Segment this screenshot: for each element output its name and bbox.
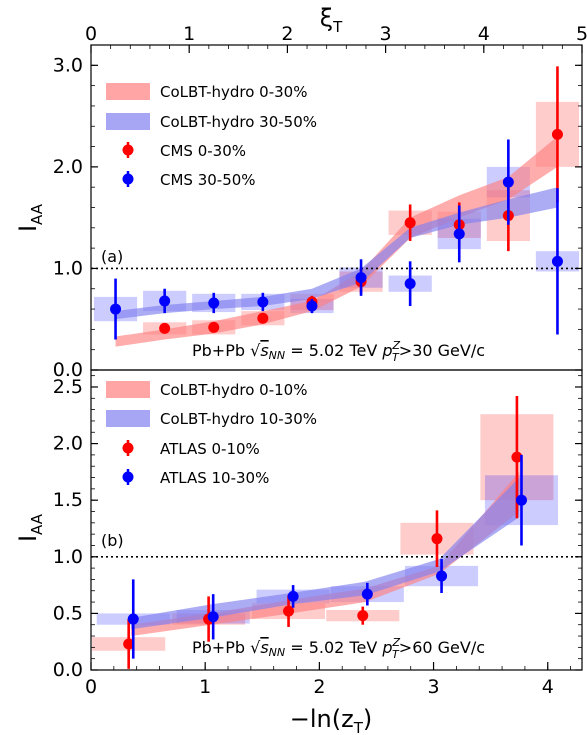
data-point (453, 228, 465, 240)
y-tick-label: 0.5 (53, 602, 83, 624)
legend-marker-cms-0-30 (122, 144, 134, 156)
legend-marker-cms-30-50 (122, 173, 134, 185)
data-point (159, 322, 171, 334)
legend-label-colbt-30-50: CoLBT-hydro 30-50% (160, 113, 317, 131)
data-point (257, 312, 269, 324)
legend-marker-atlas-0-10 (122, 442, 134, 454)
panel-b-annotation: Pb+Pb √sNN = 5.02 TeV pZ T>60 GeV/c (192, 636, 485, 661)
x-axis-title: −ln(zT) (290, 705, 373, 735)
y-tick-label: 2.0 (53, 156, 83, 178)
data-point (207, 611, 219, 623)
data-point (551, 255, 563, 267)
panel-b-y-ticks: 0.0 0.5 1.0 1.5 2.0 2.5 (53, 375, 582, 681)
legend-swatch-colbt-0-30 (106, 83, 150, 100)
legend-label-cms-0-30: CMS 0-30% (160, 142, 246, 160)
data-point (502, 176, 514, 188)
data-point (127, 613, 139, 625)
panel-a-y-ticks: 0.0 1.0 2.0 3.0 (53, 44, 582, 381)
panel-a-bands (93, 101, 580, 347)
panel-a-top-x-ticks: 0 1 2 3 4 5 (85, 23, 587, 53)
legend-swatch-colbt-10-30 (106, 410, 150, 427)
x-tick-label: 4 (542, 676, 554, 698)
data-point (404, 278, 416, 290)
legend-label-cms-30-50: CMS 30-50% (160, 171, 256, 189)
y-tick-label: 2.0 (53, 433, 83, 455)
legend-label-atlas-0-10: ATLAS 0-10% (160, 440, 260, 458)
top-x-tick-label: 2 (281, 23, 293, 45)
data-point (551, 128, 563, 140)
legend-marker-atlas-10-30 (122, 471, 134, 483)
data-point (361, 588, 373, 600)
x-tick-label: 2 (313, 676, 325, 698)
y-tick-label: 0.0 (53, 359, 83, 381)
x-tick-label: 3 (428, 676, 440, 698)
y-tick-label: 1.0 (53, 257, 83, 279)
top-x-tick-label: 5 (576, 23, 587, 45)
data-point (511, 451, 523, 463)
panel-b-legend: CoLBT-hydro 0-10% CoLBT-hydro 10-30% ATL… (106, 381, 317, 487)
data-point (123, 638, 135, 650)
top-x-axis-title: ξT (320, 4, 343, 36)
legend-swatch-colbt-30-50 (106, 113, 150, 130)
panel-a-label: (a) (101, 247, 123, 266)
data-point (110, 303, 122, 315)
data-point (431, 533, 443, 545)
data-point (283, 605, 295, 617)
theory-band (115, 187, 558, 320)
data-point (287, 590, 299, 602)
data-point (357, 610, 369, 622)
data-point (355, 272, 367, 284)
legend-label-colbt-0-30: CoLBT-hydro 0-30% (160, 83, 307, 101)
legend-swatch-colbt-0-10 (106, 381, 150, 398)
legend-label-colbt-10-30: CoLBT-hydro 10-30% (160, 410, 317, 428)
data-point (515, 494, 527, 506)
data-point (404, 217, 416, 229)
legend-label-atlas-10-30: ATLAS 10-30% (160, 469, 269, 487)
panel-a: 0.0 1.0 2.0 3.0 0 1 2 3 4 5 (a) Pb+Pb √sNN = 5.0… (53, 23, 587, 381)
panel-b-frame (90, 369, 583, 671)
data-point (436, 570, 448, 582)
panel-a-points (110, 66, 563, 340)
x-tick-label: 0 (85, 676, 97, 698)
top-x-tick-label: 4 (478, 23, 490, 45)
y-tick-label: 1.5 (53, 489, 83, 511)
top-x-tick-label: 3 (380, 23, 392, 45)
data-point (306, 300, 318, 312)
panel-b-points (123, 396, 527, 669)
data-point (159, 295, 171, 307)
legend-label-colbt-0-10: CoLBT-hydro 0-10% (160, 381, 307, 399)
panel-a-y-axis-title: IAA (14, 203, 46, 232)
panel-b: 0.0 0.5 1.0 1.5 2.0 2.5 0 1 2 3 4 (b) Pb+Pb √sNN … (53, 369, 583, 698)
x-tick-label: 1 (199, 676, 211, 698)
panel-a-annotation: Pb+Pb √sNN = 5.02 TeV pZ T>30 GeV/c (192, 339, 485, 364)
data-point (208, 297, 220, 309)
y-tick-label: 1.0 (53, 546, 83, 568)
top-x-tick-label: 0 (85, 23, 97, 45)
panel-b-y-axis-title: IAA (14, 513, 46, 542)
data-point (208, 321, 220, 333)
y-tick-label: 3.0 (53, 54, 83, 76)
panel-a-legend: CoLBT-hydro 0-30% CoLBT-hydro 30-50% CMS… (106, 83, 317, 189)
data-point (257, 296, 269, 308)
y-tick-label: 2.5 (53, 376, 83, 398)
panel-b-label: (b) (101, 531, 124, 550)
y-tick-label: 0.0 (53, 659, 83, 681)
panel-b-x-ticks: 0 1 2 3 4 (85, 662, 571, 698)
top-x-tick-label: 1 (183, 23, 195, 45)
theory-band (130, 477, 520, 630)
